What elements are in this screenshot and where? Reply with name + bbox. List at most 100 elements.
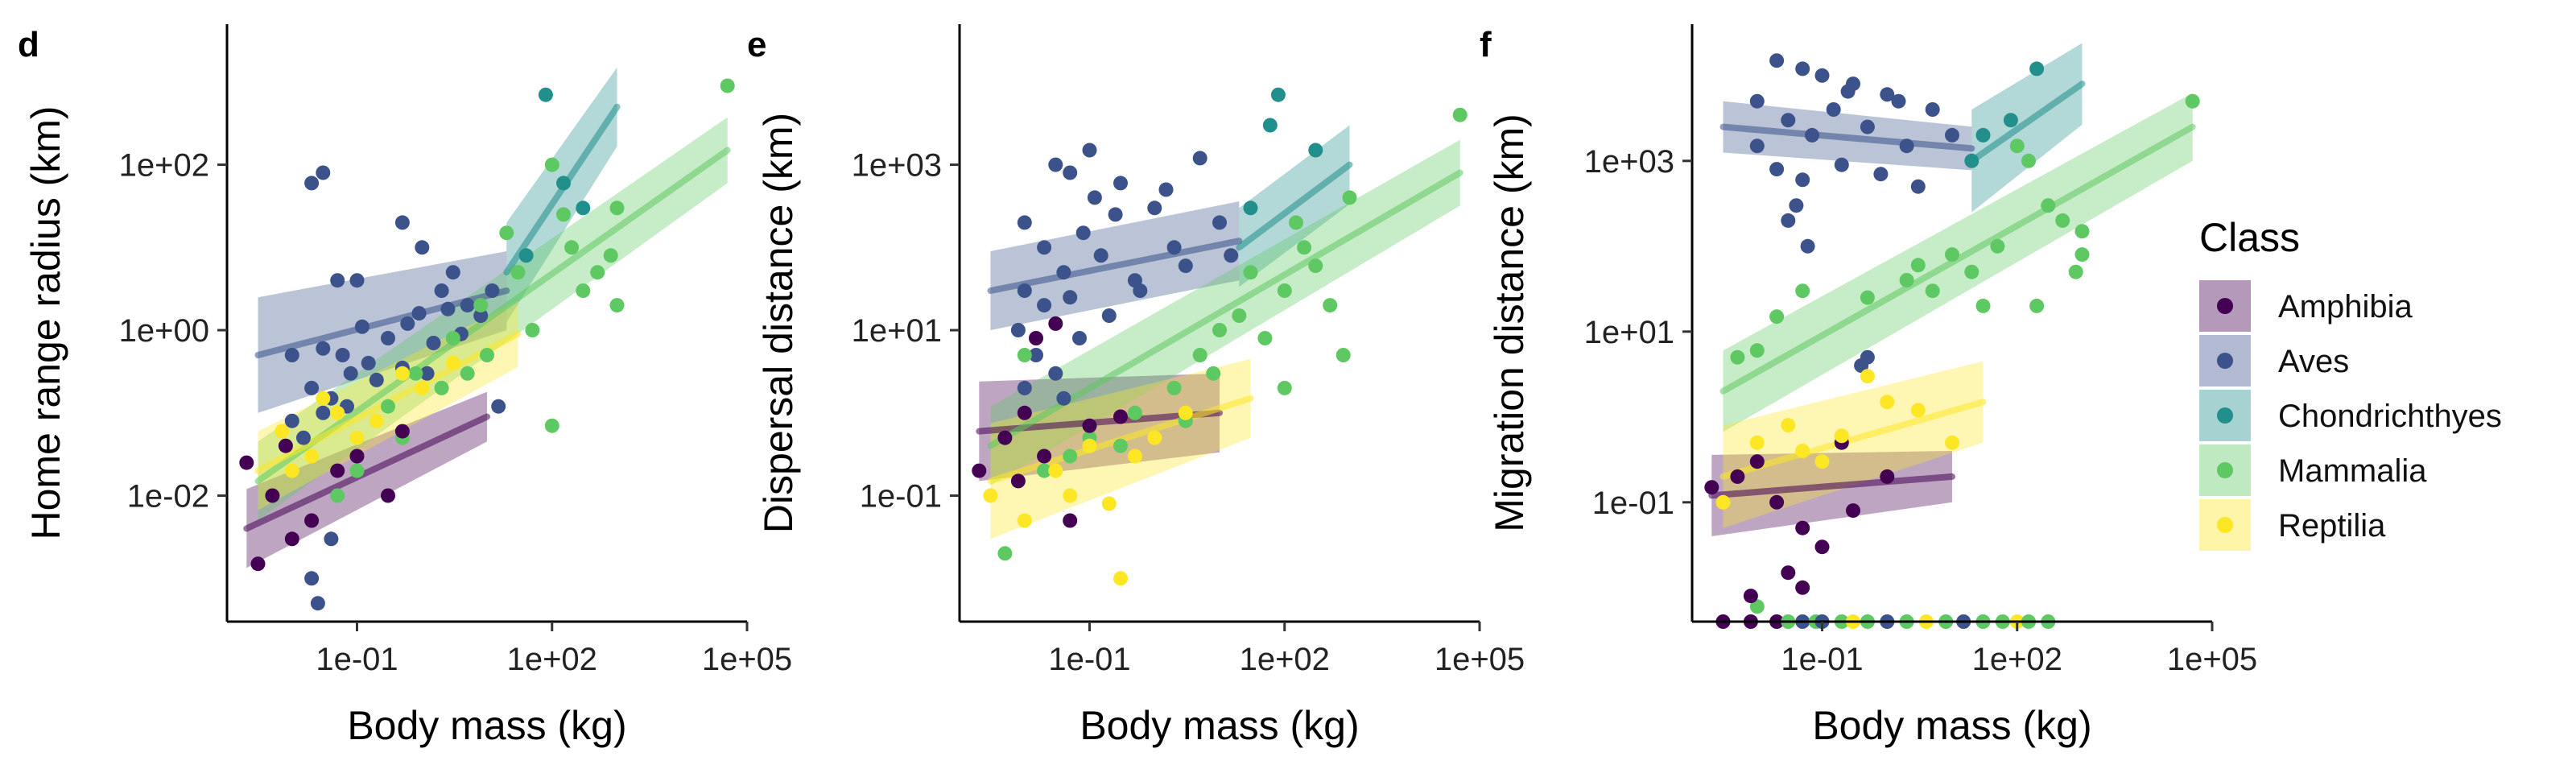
point-mammalia [2185, 93, 2200, 109]
point-mammalia [564, 240, 580, 255]
point-aves [284, 348, 299, 362]
point-aves [1781, 213, 1796, 228]
point-aves [1017, 380, 1032, 395]
x-axis-title: Body mass (kg) [347, 703, 626, 748]
point-aves [1056, 391, 1071, 406]
point-amphibia [1769, 494, 1785, 510]
point-aves [1063, 290, 1078, 305]
point-reptilia [983, 488, 998, 503]
point-aves [1010, 323, 1026, 337]
y-axis-title: Migration distance (km) [1487, 114, 1532, 532]
point-reptilia [275, 424, 290, 439]
point-aves [1749, 138, 1765, 154]
point-mammalia [1342, 190, 1357, 205]
point-amphibia [278, 438, 293, 453]
point-aves [1037, 240, 1052, 255]
point-chondrichthyes [2029, 61, 2045, 76]
point-amphibia [972, 463, 987, 478]
legend-items: Amphibia Aves Chondrichthyes Mammalia Reptil… [2199, 280, 2502, 551]
fit-line-mammalia [1719, 123, 2196, 395]
point-aves [1925, 102, 1940, 117]
point-reptilia [1178, 405, 1193, 420]
y-tick-label: 1e+02 [119, 148, 209, 184]
point-mammalia [2074, 247, 2090, 262]
point-aves [1814, 68, 1830, 83]
point-mammalia [1452, 107, 1468, 122]
point-reptilia [1101, 496, 1117, 511]
point-mammalia [1860, 290, 1875, 305]
legend-title: Class [2199, 215, 2300, 260]
point-aves [1880, 87, 1895, 102]
point-mammalia [1232, 308, 1247, 323]
point-reptilia [1147, 430, 1162, 445]
point-mammalia [1206, 366, 1221, 381]
point-reptilia [1113, 571, 1128, 586]
point-chondrichthyes [1270, 87, 1286, 102]
point-mammalia [381, 399, 395, 414]
point-aves [1769, 53, 1785, 68]
fit-line-reptilia [1719, 399, 1987, 480]
legend-label: Chondrichthyes [2278, 399, 2502, 434]
point-aves [411, 306, 427, 321]
legend-label: Amphibia [2278, 289, 2413, 324]
point-mammalia [1975, 298, 1991, 313]
point-chondrichthyes [2003, 113, 2018, 128]
point-aves [1072, 331, 1087, 345]
legend-key-point [2217, 462, 2233, 478]
point-aves [1805, 127, 1819, 143]
point-reptilia [445, 355, 460, 370]
point-amphibia [1846, 503, 1860, 519]
data-points [1704, 53, 2200, 629]
point-aves [1795, 172, 1810, 188]
point-aves [361, 355, 376, 370]
point-amphibia [1037, 449, 1052, 464]
point-aves [316, 165, 331, 180]
point-aves [316, 405, 331, 420]
point-mammalia [525, 323, 540, 337]
point-reptilia [1715, 494, 1731, 510]
point-mammalia [590, 265, 605, 280]
point-aves [1910, 179, 1926, 194]
point-aves [310, 596, 325, 611]
point-reptilia [330, 405, 345, 420]
point-mammalia [1063, 449, 1078, 464]
point-aves [426, 336, 441, 350]
point-aves [1147, 200, 1162, 216]
point-aves [1017, 215, 1032, 230]
point-amphibia [1781, 565, 1796, 581]
point-reptilia [284, 463, 299, 478]
point-reptilia [1781, 418, 1796, 433]
point-chondrichthyes [576, 200, 591, 216]
point-chondrichthyes [1964, 153, 1979, 168]
point-amphibia [1113, 409, 1128, 424]
legend-item-aves: Aves [2199, 335, 2349, 386]
point-mammalia [720, 78, 735, 93]
point-reptilia [1017, 513, 1032, 528]
point-amphibia [1029, 331, 1043, 345]
point-aves [1224, 248, 1239, 263]
point-aves [485, 283, 500, 298]
point-aves [1037, 298, 1052, 313]
x-tick-label: 1e-01 [1781, 642, 1863, 677]
point-mammalia [2074, 224, 2090, 239]
point-aves [335, 348, 350, 362]
point-mammalia [1925, 283, 1940, 299]
point-aves [354, 319, 369, 334]
point-mammalia [1323, 298, 1338, 313]
data-points [239, 78, 735, 611]
legend-label: Reptilia [2278, 508, 2386, 544]
point-aves [1826, 102, 1841, 117]
point-aves [1899, 138, 1914, 154]
point-aves [1860, 119, 1875, 134]
legend-label: Mammalia [2278, 453, 2427, 489]
point-aves [1945, 127, 1959, 143]
point-aves [491, 399, 506, 414]
point-mammalia [2068, 264, 2083, 279]
point-chondrichthyes [1308, 143, 1323, 158]
point-amphibia [330, 463, 345, 478]
point-amphibia [381, 488, 395, 503]
point-reptilia [349, 430, 365, 445]
point-aves [296, 430, 311, 445]
panel-d: d 1e-01 1e+02 1e+05 1e-02 1e+00 1e+02 Body mass… [18, 24, 792, 748]
point-aves [1178, 258, 1193, 274]
